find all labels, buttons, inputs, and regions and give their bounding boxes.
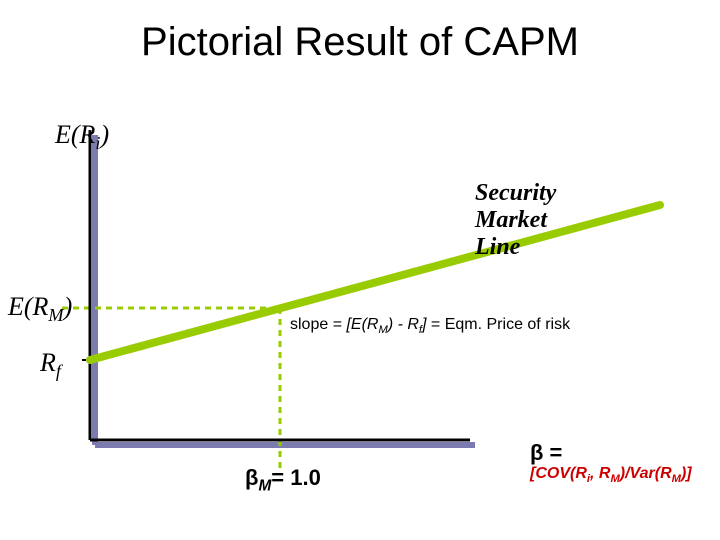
beta-formula-label: [COV(Ri, RM)/Var(RM)] <box>530 465 692 483</box>
rf-label: Rf <box>40 348 61 378</box>
capm-chart <box>0 0 720 540</box>
beta-eq-label: β = <box>530 440 562 466</box>
erm-label: E(RM) <box>8 292 72 322</box>
beta-m-label: βM= 1.0 <box>245 465 321 491</box>
y-axis-label: E(Ri) <box>55 120 109 150</box>
sml-name-label: SecurityMarketLine <box>475 180 556 261</box>
slide: Pictorial Result of CAPM E(Ri)E(RM)RfSec… <box>0 0 720 540</box>
slope-label: slope = [E(RM) - Rf] = Eqm. Price of ris… <box>290 316 570 334</box>
